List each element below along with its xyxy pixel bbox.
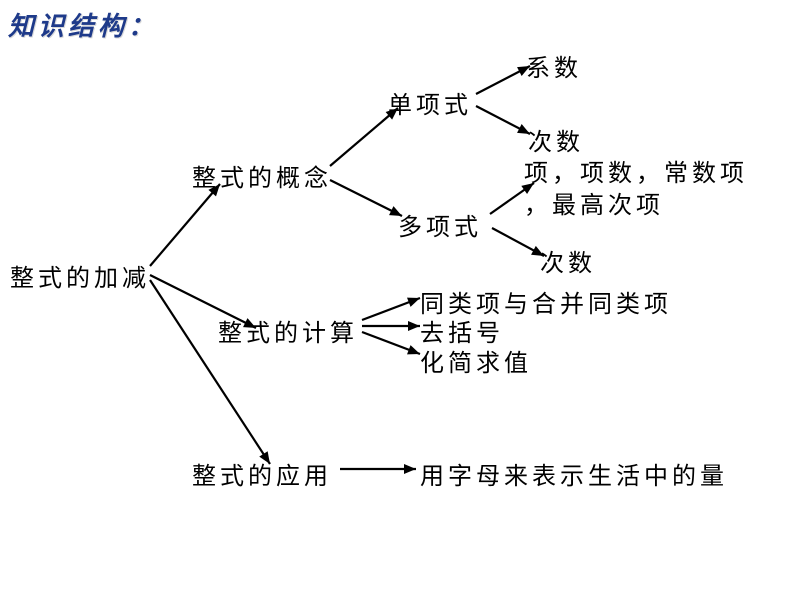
arrow-line-11 [362, 332, 420, 354]
node-deg2: 次数 [540, 243, 596, 278]
arrow-head-10 [408, 321, 420, 331]
node-terms: 项，项数，常数项，最高次项 [524, 158, 748, 222]
node-apply: 整式的应用 [192, 456, 332, 491]
arrow-head-9 [407, 298, 420, 307]
arrow-head-12 [404, 464, 416, 474]
node-root: 整式的加减 [10, 258, 150, 293]
page-title: 知识结构： [8, 6, 158, 43]
node-simp: 化简求值 [420, 343, 532, 378]
arrow-line-4 [330, 180, 402, 216]
arrow-head-11 [407, 345, 420, 354]
node-letters: 用字母来表示生活中的量 [420, 456, 728, 491]
arrow-line-8 [492, 228, 544, 256]
arrow-line-2 [150, 280, 270, 464]
arrow-line-6 [476, 106, 530, 134]
node-deg1: 次数 [528, 122, 584, 157]
node-compute: 整式的计算 [218, 313, 358, 348]
node-coef: 系数 [526, 48, 582, 83]
arrow-line-5 [476, 66, 530, 94]
node-concept: 整式的概念 [192, 158, 332, 193]
node-mono: 单项式 [388, 85, 472, 120]
arrow-line-0 [150, 184, 220, 266]
arrow-line-9 [362, 298, 420, 320]
node-poly: 多项式 [398, 207, 482, 242]
